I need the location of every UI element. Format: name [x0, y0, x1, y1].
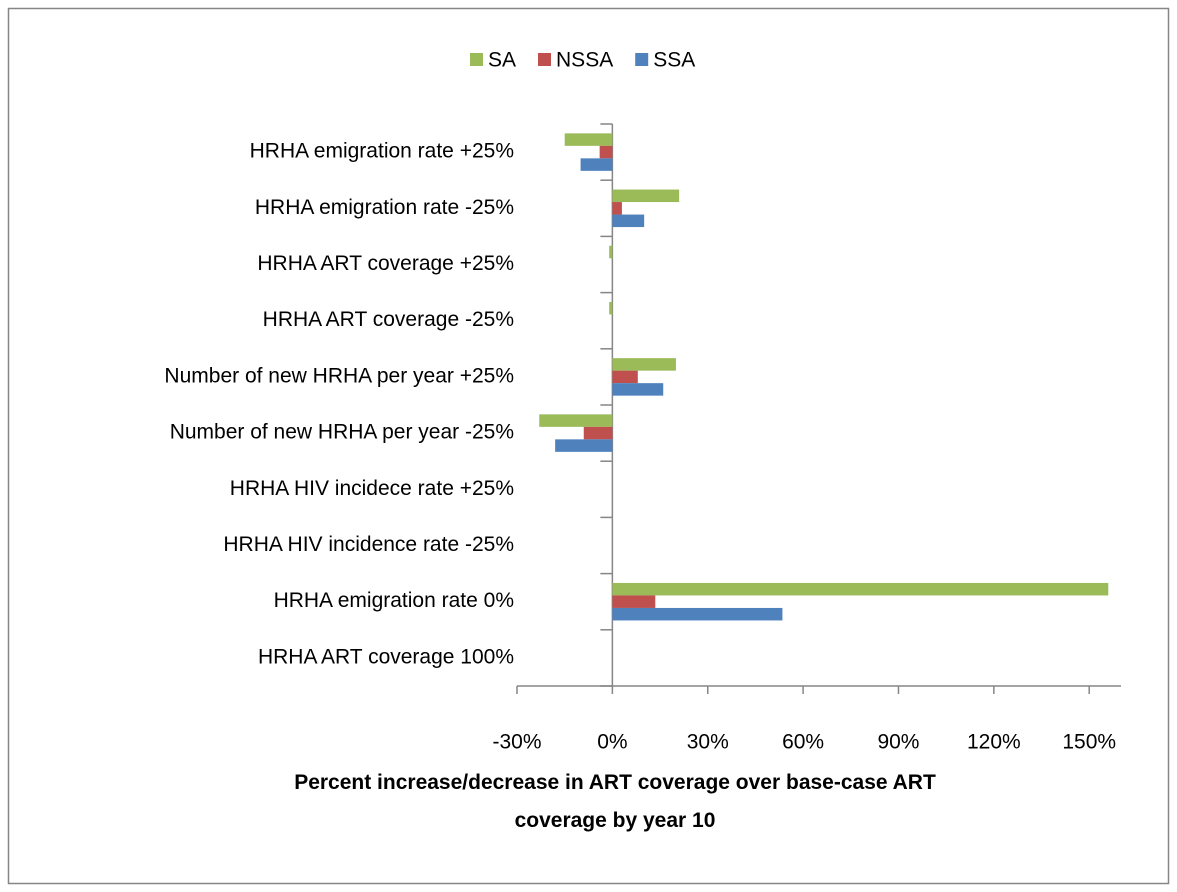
legend-label: SSA: [653, 49, 695, 72]
y-tick-label: Number of new HRHA per year +25%: [164, 364, 514, 387]
bar: [612, 358, 676, 371]
bar: [599, 145, 613, 159]
bar: [580, 158, 613, 171]
legend-label: SA: [488, 49, 516, 72]
legend-swatch: [538, 53, 552, 66]
bar: [612, 370, 638, 384]
x-tick-label: 0%: [597, 731, 627, 754]
y-tick-label: HRHA ART coverage 100%: [258, 645, 514, 668]
bar: [609, 301, 613, 315]
x-tick-label: 90%: [877, 731, 919, 754]
bar: [564, 133, 613, 146]
y-tick-label: HRHA emigration rate -25%: [255, 196, 514, 219]
bar: [555, 439, 613, 452]
bar: [612, 202, 622, 215]
y-tick-label: HRHA emigration rate 0%: [274, 589, 514, 612]
bar: [612, 607, 783, 621]
y-tick-label: HRHA HIV incidence rate -25%: [223, 533, 514, 556]
legend-swatch: [470, 53, 483, 66]
x-tick-label: 150%: [1062, 731, 1116, 754]
bar: [612, 595, 656, 608]
x-tick-label: 60%: [782, 731, 824, 754]
y-tick-label: HRHA ART coverage +25%: [257, 252, 514, 275]
x-tick-label: -30%: [492, 731, 541, 754]
x-axis-label: Percent increase/decrease in ART coverag…: [294, 771, 936, 832]
y-tick-label: HRHA ART coverage -25%: [263, 308, 514, 331]
bar: [612, 214, 645, 228]
legend-swatch: [635, 53, 649, 66]
x-tick-label: 120%: [967, 731, 1021, 754]
x-tick-label: 30%: [687, 731, 729, 754]
y-tick-label: Number of new HRHA per year -25%: [170, 421, 514, 444]
y-tick-label: HRHA HIV incidece rate +25%: [230, 477, 514, 500]
legend-label: NSSA: [556, 49, 613, 72]
bar: [609, 245, 613, 259]
y-tick-label: HRHA emigration rate +25%: [250, 140, 514, 163]
bar: [612, 383, 664, 396]
bar: [612, 582, 1109, 596]
bar: [612, 189, 680, 203]
bar: [539, 414, 613, 427]
bar: [583, 426, 613, 440]
